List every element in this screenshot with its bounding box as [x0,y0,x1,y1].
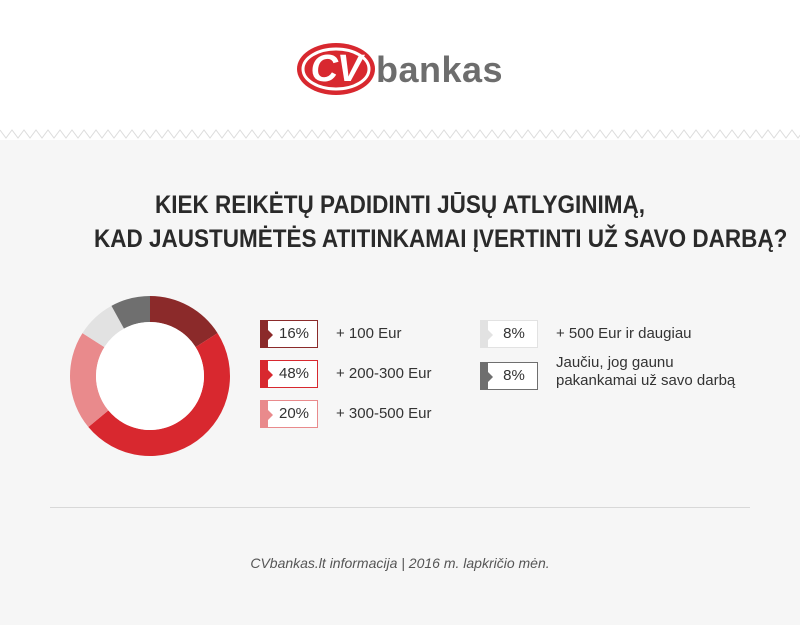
legend-percent-3: 20% [278,405,310,422]
header-zigzag-border [0,128,800,139]
header: CV bankas [0,0,800,140]
chart-title: KIEK REIKĖTŲ PADIDINTI JŪSŲ ATLYGINIMĄ, … [94,188,788,256]
cvbankas-logo[interactable]: CV bankas [296,40,516,100]
legend-label-5: Jaučiu, jog gaunu pakankamai už savo dar… [556,354,735,390]
zigzag-fill [0,128,800,138]
legend-item-2: 48% + 200-300 Eur [260,360,460,390]
legend-label-5-line-2: pakankamai už savo darbą [556,372,736,389]
divider [50,507,750,508]
logo-badge-text: CV [310,48,363,90]
legend-swatch-5: 8% [480,362,538,390]
donut-slice-4 [82,305,124,348]
legend-percent-5: 8% [503,367,525,384]
legend-item-1: 16% + 100 Eur [260,320,460,350]
donut-slice-5 [111,296,150,329]
legend-label-1: + 100 Eur [336,325,402,342]
donut-slice-1 [150,296,218,348]
zigzag-line [0,129,800,139]
legend-swatch-4: 8% [480,320,538,348]
legend-percent-1: 16% [278,325,310,342]
donut-slice-3 [69,333,109,427]
donut-slice-2 [88,333,231,456]
donut-hole [96,322,204,430]
legend-swatch-2: 48% [260,360,318,388]
legend-percent-2: 48% [278,365,310,382]
legend-item-4: 8% + 500 Eur ir daugiau [480,320,750,350]
chart-title-line-1: KIEK REIKĖTŲ PADIDINTI JŪSŲ ATLYGINIMĄ, [154,191,646,219]
logo-badge-icon [297,43,375,95]
source-footnote: CVbankas.lt informacija | 2016 m. lapkri… [250,555,550,571]
chart-title-line-2: KAD JAUSTUMĖTĖS ATITINKAMAI ĮVERTINTI UŽ… [94,225,788,253]
legend-label-2: + 200-300 Eur [336,365,432,382]
legend-item-3: 20% + 300-500 Eur [260,400,460,430]
legend-item-5: 8% Jaučiu, jog gaunu pakankamai už savo … [480,354,750,392]
donut-chart [69,296,231,456]
legend-label-5-line-1: Jaučiu, jog gaunu [556,354,674,371]
legend-swatch-1: 16% [260,320,318,348]
legend-label-4: + 500 Eur ir daugiau [556,325,692,342]
legend-label-3: + 300-500 Eur [336,405,432,422]
logo-wordmark: bankas [376,49,504,90]
legend-swatch-3: 20% [260,400,318,428]
legend-percent-4: 8% [503,325,525,342]
